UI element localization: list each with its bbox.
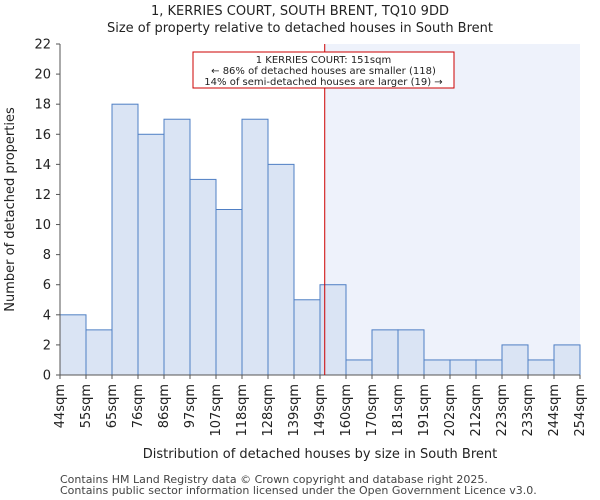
x-tick-label: 202sqm <box>443 384 458 437</box>
histogram-bar <box>59 314 87 376</box>
histogram-bar <box>267 163 295 376</box>
histogram-bar <box>501 344 529 376</box>
annotation-line: 1 KERRIES COURT: 151sqm <box>256 55 391 66</box>
y-tick-label: 16 <box>34 128 51 143</box>
histogram-bar <box>215 209 243 376</box>
y-axis-title: Number of detached properties <box>3 107 18 312</box>
histogram-bar <box>111 103 139 376</box>
histogram-bar <box>475 359 503 376</box>
annotation-line: ← 86% of detached houses are smaller (11… <box>211 66 436 77</box>
histogram-bar <box>449 359 477 376</box>
histogram-bar <box>189 178 217 376</box>
x-tick-label: 118sqm <box>235 384 250 437</box>
x-tick-label: 170sqm <box>365 384 380 437</box>
footer-copyright: Contains HM Land Registry data © Crown c… <box>60 473 488 486</box>
y-tick-label: 10 <box>34 218 51 233</box>
x-tick-label: 160sqm <box>339 384 354 437</box>
histogram-bar <box>163 118 191 376</box>
x-tick-label: 223sqm <box>495 384 510 437</box>
chart-title: 1, KERRIES COURT, SOUTH BRENT, TQ10 9DD <box>151 4 449 19</box>
x-tick-label: 55sqm <box>79 384 94 428</box>
x-tick-label: 97sqm <box>183 384 198 428</box>
y-tick-label: 14 <box>34 158 51 173</box>
x-tick-label: 254sqm <box>573 384 588 437</box>
x-tick-label: 244sqm <box>547 384 562 437</box>
annotation-box <box>192 51 455 89</box>
histogram-bar <box>241 118 269 376</box>
x-tick-label: 107sqm <box>209 384 224 437</box>
y-tick-label: 8 <box>43 248 51 263</box>
x-tick-label: 149sqm <box>313 384 328 437</box>
footer-licence: Contains public sector information licen… <box>60 484 537 497</box>
x-tick-label: 181sqm <box>391 384 406 437</box>
y-tick-label: 6 <box>43 278 51 293</box>
histogram-bar <box>85 329 113 376</box>
x-tick-label: 233sqm <box>521 384 536 437</box>
x-tick-label: 76sqm <box>131 384 146 428</box>
x-tick-label: 191sqm <box>417 384 432 437</box>
histogram-bar <box>319 284 347 376</box>
histogram-bar <box>553 344 581 376</box>
x-tick-label: 128sqm <box>261 384 276 437</box>
histogram-bar <box>293 299 321 376</box>
x-tick-label: 65sqm <box>105 384 120 428</box>
x-tick-label: 44sqm <box>53 384 68 428</box>
histogram-bar <box>423 359 451 376</box>
y-tick-label: 22 <box>34 38 51 53</box>
histogram-bar <box>137 133 165 376</box>
x-tick-label: 139sqm <box>287 384 302 437</box>
histogram-bar <box>345 359 373 376</box>
histogram-bar <box>397 329 425 376</box>
y-tick-label: 20 <box>34 68 51 83</box>
y-tick-label: 4 <box>43 308 51 323</box>
histogram-bar <box>371 329 399 376</box>
y-tick-label: 18 <box>34 98 51 113</box>
larger-region-shading <box>324 44 580 375</box>
y-tick-label: 12 <box>34 188 51 203</box>
annotation-line: 14% of semi-detached houses are larger (… <box>204 77 442 88</box>
y-tick-label: 0 <box>43 369 51 384</box>
x-tick-label: 86sqm <box>157 384 172 428</box>
x-tick-label: 212sqm <box>469 384 484 437</box>
histogram-bar <box>527 359 555 376</box>
x-axis-title: Distribution of detached houses by size … <box>143 447 497 462</box>
chart-subtitle: Size of property relative to detached ho… <box>106 21 493 36</box>
y-tick-label: 2 <box>43 338 51 353</box>
